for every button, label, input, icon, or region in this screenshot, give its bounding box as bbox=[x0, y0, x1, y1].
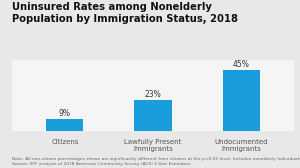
Bar bbox=[46, 119, 83, 131]
Bar bbox=[134, 100, 172, 131]
Text: 23%: 23% bbox=[145, 90, 161, 99]
Text: Uninsured Rates among Nonelderly
Population by Immigration Status, 2018: Uninsured Rates among Nonelderly Populat… bbox=[12, 2, 238, 25]
Text: 45%: 45% bbox=[233, 60, 250, 69]
Text: 9%: 9% bbox=[59, 109, 71, 118]
Text: Note: All non-citizen percentages shown are significantly different from citizen: Note: All non-citizen percentages shown … bbox=[12, 157, 300, 166]
Bar bbox=[223, 70, 260, 131]
